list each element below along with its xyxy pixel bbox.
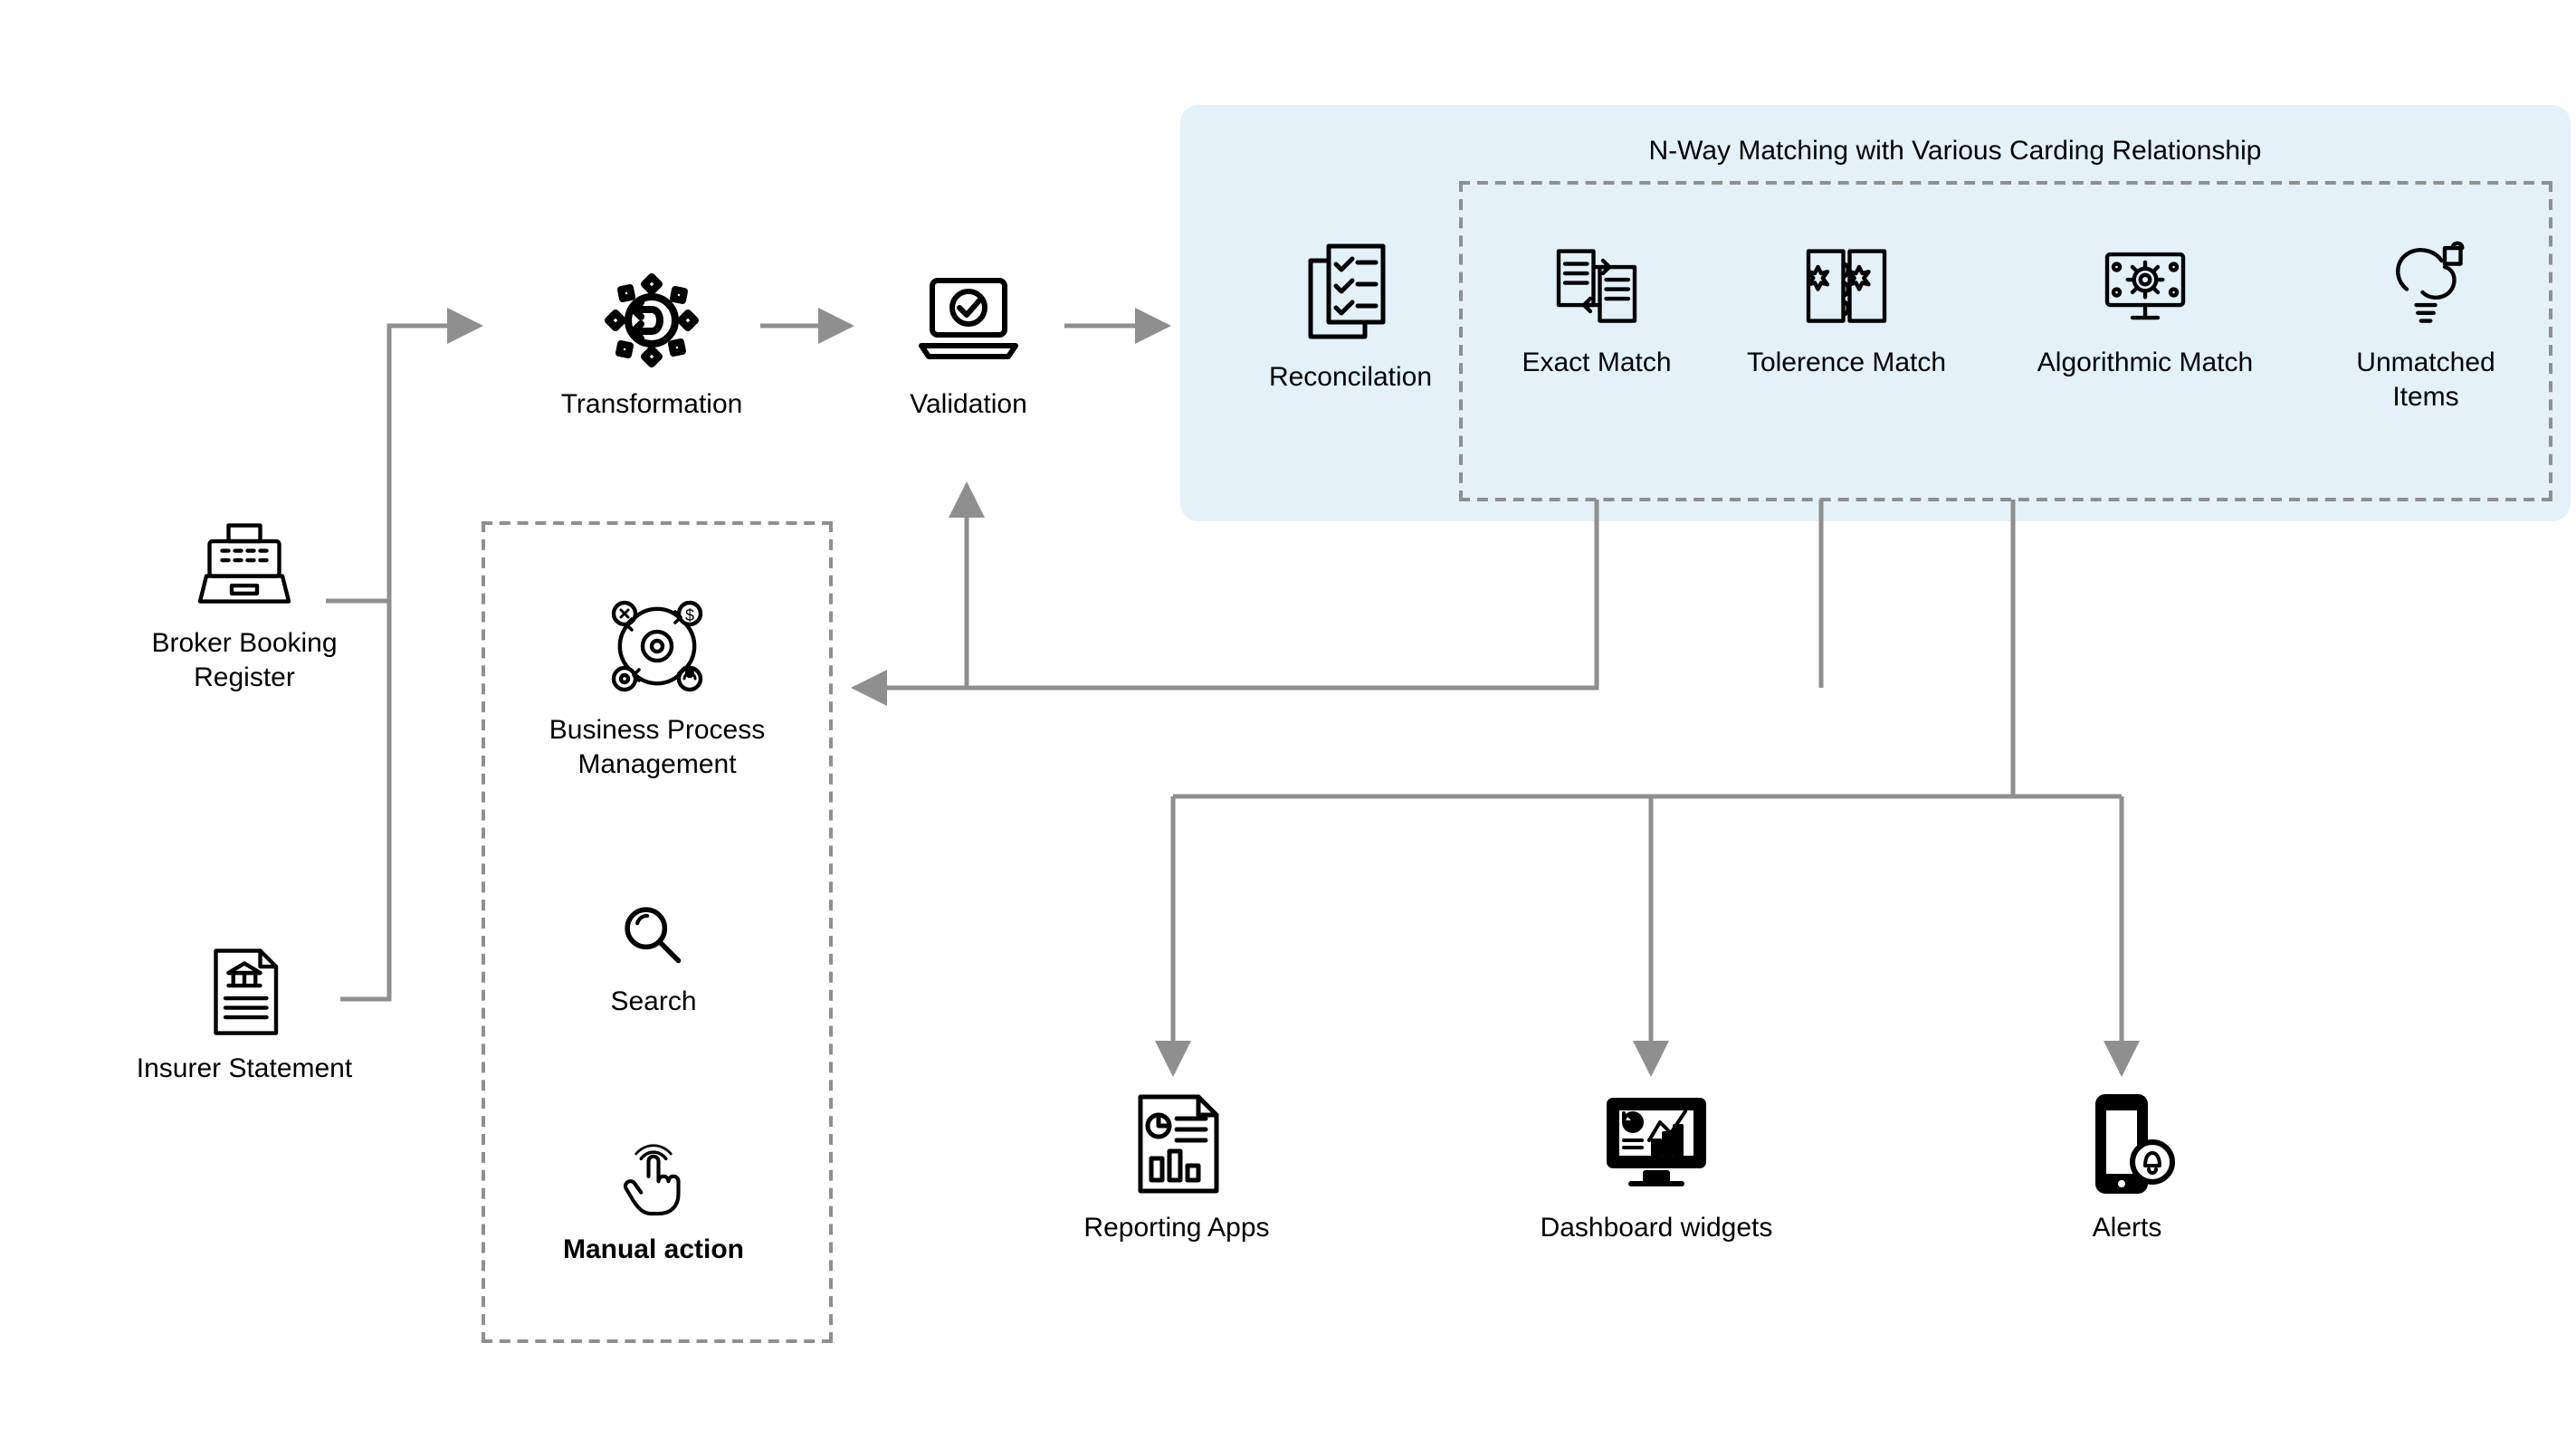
- report-doc-icon: [1119, 1086, 1235, 1202]
- node-alerts: Alerts: [2027, 1086, 2227, 1247]
- node-label: Alerts: [2027, 1213, 2227, 1247]
- gear-flow-icon: [594, 262, 710, 378]
- tap-hand-icon: [614, 1144, 693, 1224]
- node-label: Reconcilation: [1224, 362, 1477, 396]
- matching-panel-title: N-Way Matching with Various Carding Rela…: [1593, 136, 2317, 167]
- monitor-gear-icon: [2094, 235, 2196, 337]
- node-label: Dashboard widgets: [1503, 1213, 1810, 1247]
- node-broker-booking-register: Broker BookingRegister: [118, 516, 371, 696]
- diagram-canvas: N-Way Matching with Various Carding Rela…: [0, 0, 2576, 1448]
- node-label: Manual action: [536, 1234, 771, 1269]
- node-reporting-apps: Reporting Apps: [1050, 1086, 1303, 1247]
- svg-text:$: $: [685, 606, 694, 624]
- node-label: Search: [572, 986, 735, 1021]
- node-search: Search: [572, 896, 735, 1021]
- magnifier-icon: [614, 896, 693, 976]
- node-unmatched-items: UnmatchedItems: [2317, 235, 2534, 415]
- node-label: Transformation: [525, 389, 778, 424]
- node-insurer-statement: Insurer Statement: [100, 941, 389, 1088]
- node-bpm: $ Business ProcessManagement: [521, 588, 793, 783]
- document-bank-icon: [194, 941, 295, 1043]
- puzzle-bulb-icon: [2375, 235, 2476, 337]
- node-algorithmic-match: Algorithmic Match: [2009, 235, 2281, 382]
- phone-bell-icon: [2069, 1086, 2185, 1202]
- laptop-check-icon: [911, 262, 1026, 378]
- node-label: Reporting Apps: [1050, 1213, 1303, 1247]
- node-validation: Validation: [860, 262, 1077, 424]
- node-label: UnmatchedItems: [2317, 348, 2534, 415]
- cash-register-icon: [194, 516, 295, 617]
- node-label: Exact Match: [1488, 348, 1705, 382]
- node-tolerence-match: Tolerence Match: [1720, 235, 1973, 382]
- node-label: Algorithmic Match: [2009, 348, 2281, 382]
- node-label: Tolerence Match: [1720, 348, 1973, 382]
- process-network-icon: $: [599, 588, 715, 704]
- compare-docs-icon: [1546, 235, 1647, 337]
- tolerance-docs-icon: [1796, 235, 1897, 337]
- checklist-docs-icon: [1293, 235, 1408, 351]
- node-reconciliation: Reconcilation: [1224, 235, 1477, 396]
- node-label: Insurer Statement: [100, 1053, 389, 1088]
- dashboard-monitor-icon: [1598, 1086, 1714, 1202]
- node-label: Business ProcessManagement: [521, 715, 793, 783]
- node-label: Broker BookingRegister: [118, 628, 371, 696]
- node-transformation: Transformation: [525, 262, 778, 424]
- node-dashboard-widgets: Dashboard widgets: [1503, 1086, 1810, 1247]
- node-exact-match: Exact Match: [1488, 235, 1705, 382]
- node-label: Validation: [860, 389, 1077, 424]
- node-manual-action: Manual action: [536, 1144, 771, 1269]
